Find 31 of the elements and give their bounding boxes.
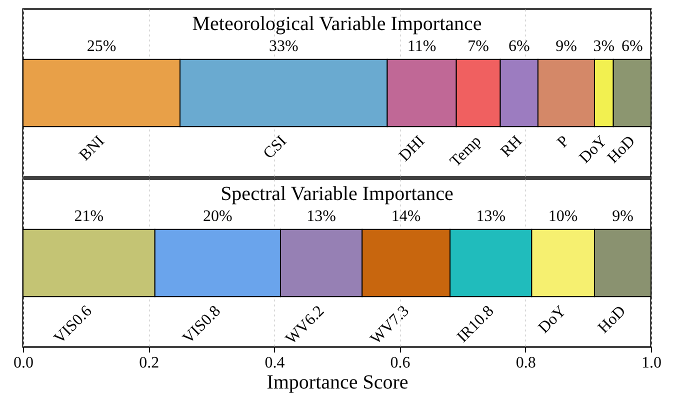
data-label: 13% bbox=[306, 208, 336, 225]
data-label: 20% bbox=[203, 208, 232, 225]
data-label: 13% bbox=[476, 208, 506, 225]
data-label: 33% bbox=[268, 38, 298, 55]
data-label: 3% bbox=[593, 38, 615, 55]
text: HoD bbox=[604, 132, 639, 167]
x-tick-label: 0.2 bbox=[139, 354, 160, 372]
x-tick-label: 0.8 bbox=[516, 354, 536, 372]
x-tick-label: 0.0 bbox=[14, 354, 34, 372]
data-label: 25% bbox=[86, 38, 116, 55]
data-label: 21% bbox=[74, 208, 104, 225]
chart-title: Meteorological Variable Importance bbox=[192, 13, 482, 36]
x-tick-label: 0.4 bbox=[264, 354, 285, 372]
text: BNI bbox=[76, 132, 108, 164]
data-label: 14% bbox=[391, 208, 421, 225]
data-label: 10% bbox=[548, 208, 578, 225]
data-label: 9% bbox=[556, 38, 577, 55]
text: HoD bbox=[595, 302, 630, 337]
data-label: 6% bbox=[508, 38, 530, 55]
x-tick-label: 0.6 bbox=[390, 354, 410, 372]
text: RH bbox=[498, 132, 526, 160]
text: DHI bbox=[396, 132, 428, 165]
x-tick-label: 1.0 bbox=[642, 354, 662, 372]
text: P bbox=[554, 132, 573, 152]
data-label: 6% bbox=[621, 38, 643, 55]
chart-title: Spectral Variable Importance bbox=[220, 183, 454, 206]
x-axis-title: Importance Score bbox=[266, 372, 408, 394]
data-label: 9% bbox=[612, 208, 634, 225]
data-label: 11% bbox=[407, 38, 436, 55]
data-label: 7% bbox=[468, 38, 489, 55]
text: CSI bbox=[260, 132, 290, 162]
